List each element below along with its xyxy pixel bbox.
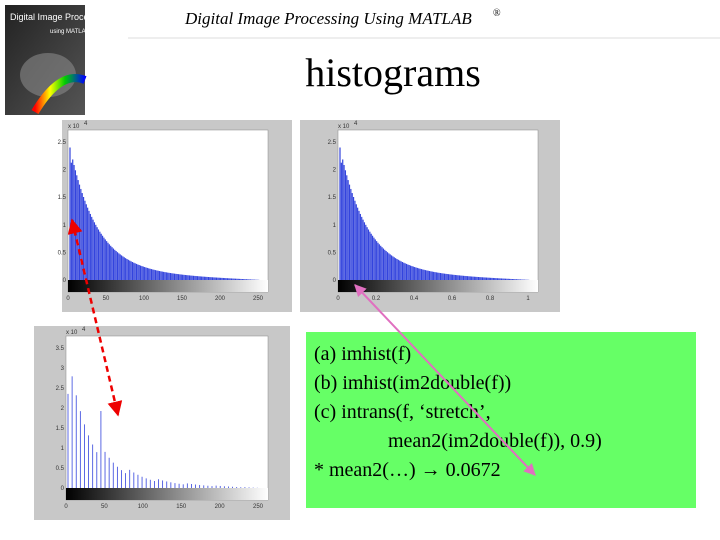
y-tick-label: 1 [333, 223, 337, 229]
pink-arrow [354, 284, 536, 476]
exponent-power: 4 [84, 121, 88, 127]
y-tick-label: 2.5 [56, 386, 65, 392]
x-tick-label: 0.8 [486, 296, 495, 302]
x-tick-label: 50 [101, 504, 108, 510]
book-cover: Digital Image Processing using MATLAB [5, 5, 110, 115]
caption-line: (b) imhist(im2double(f)) [314, 372, 511, 394]
x-tick-label: 0.2 [372, 296, 381, 302]
x-tick-label: 200 [215, 504, 226, 510]
gray-bar [68, 280, 268, 292]
y-tick-label: 0.5 [328, 250, 337, 256]
y-tick-label: 2 [333, 168, 337, 174]
plot-area [65, 335, 269, 501]
x-tick-label: 50 [103, 296, 110, 302]
gray-bar [338, 280, 538, 292]
y-tick-label: 1.5 [328, 195, 337, 201]
header-mark: ® [493, 8, 501, 19]
y-tick-label: 1.5 [56, 426, 65, 432]
x-tick-label: 0 [336, 296, 340, 302]
y-tick-label: 0.5 [58, 250, 67, 256]
x-tick-label: 150 [176, 504, 187, 510]
exponent: x 10 [338, 124, 350, 130]
y-tick-label: 1.5 [58, 195, 67, 201]
y-tick-label: 2 [61, 406, 65, 412]
y-tick-label: 0 [63, 278, 67, 284]
x-tick-label: 250 [253, 504, 264, 510]
y-tick-label: 3 [61, 366, 65, 372]
exponent: x 10 [68, 124, 80, 130]
y-tick-label: 2 [63, 168, 67, 174]
header-title: Digital Image Processing Using MATLAB [184, 9, 472, 28]
x-tick-label: 250 [253, 296, 264, 302]
caption-line: (c) intrans(f, ‘stretch’, [314, 401, 491, 423]
x-tick-label: 100 [139, 296, 150, 302]
caption-line: * mean2(…) → 0.0672 [314, 459, 501, 481]
y-tick-label: 3.5 [56, 346, 65, 352]
x-tick-label: 0.6 [448, 296, 457, 302]
slide-title: histograms [305, 50, 481, 95]
cover-subtitle: using MATLAB [50, 29, 90, 35]
x-tick-label: 0 [64, 504, 68, 510]
histogram-panel: 00.511.522.50 0.2 0.4 0.6 0.8 1x 10 4 [300, 120, 560, 312]
x-tick-label: 150 [177, 296, 188, 302]
cover-title: Digital Image Processing [10, 12, 110, 22]
y-tick-label: 0.5 [56, 466, 65, 472]
exponent: x 10 [66, 330, 78, 336]
x-tick-label: 0.4 [410, 296, 419, 302]
y-tick-label: 0 [333, 278, 337, 284]
red-arrow [67, 218, 123, 417]
y-tick-label: 1 [63, 223, 67, 229]
y-tick-label: 0 [61, 486, 65, 492]
y-tick-label: 2.5 [58, 140, 67, 146]
y-tick-label: 1 [61, 446, 65, 452]
gray-bar [66, 488, 268, 500]
x-tick-label: 200 [215, 296, 226, 302]
exponent-power: 4 [354, 121, 358, 127]
y-tick-label: 2.5 [328, 140, 337, 146]
x-tick-label: 100 [138, 504, 149, 510]
caption-line: (a) imhist(f) [314, 343, 411, 365]
